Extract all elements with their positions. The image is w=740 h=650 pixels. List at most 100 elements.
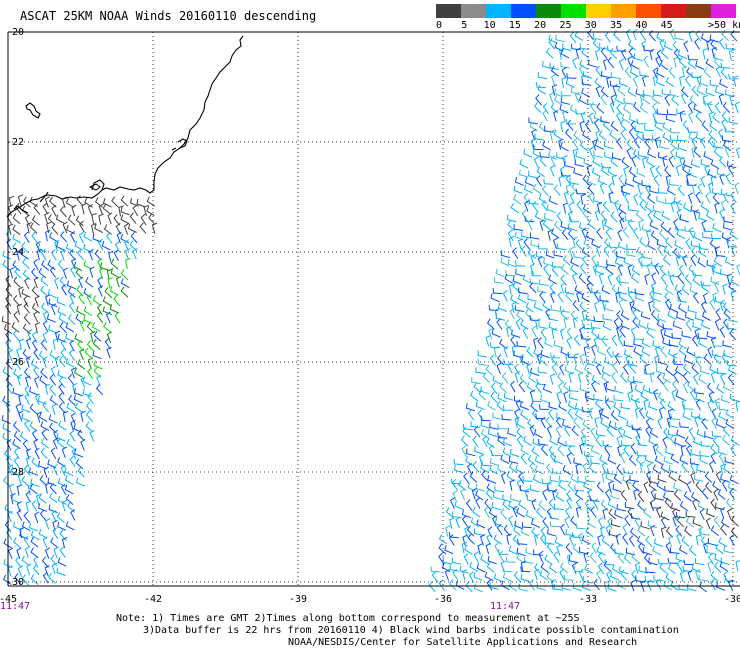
wind-barb-icon xyxy=(526,363,532,375)
wind-barb-icon xyxy=(559,568,565,581)
wind-barb-icon xyxy=(670,200,677,213)
wind-barb-icon xyxy=(502,572,512,582)
wind-barb-icon xyxy=(13,368,22,380)
wind-barb-icon xyxy=(55,214,65,224)
wind-barb-icon xyxy=(660,516,667,529)
wind-barb-icon xyxy=(96,374,102,387)
wind-barb-icon xyxy=(578,546,589,555)
wind-barb-icon xyxy=(6,382,13,395)
wind-barb-icon xyxy=(54,355,61,368)
wind-barb-icon xyxy=(557,437,567,447)
wind-barb-icon xyxy=(712,112,720,124)
wind-barb-icon xyxy=(475,483,486,492)
wind-barb-icon xyxy=(523,148,533,158)
wind-barb-icon xyxy=(92,339,101,350)
wind-barb-icon xyxy=(49,395,59,406)
wind-barb-icon xyxy=(579,353,585,366)
wind-barb-icon xyxy=(604,31,611,43)
wind-barb-icon xyxy=(623,97,634,105)
wind-barb-icon xyxy=(6,438,12,451)
wind-barb-icon xyxy=(696,86,706,96)
wind-barb-icon xyxy=(554,537,564,547)
wind-barb-icon xyxy=(106,331,112,344)
wind-barb-icon xyxy=(518,472,525,484)
wind-barb-icon xyxy=(593,316,604,323)
wind-barb-icon xyxy=(533,156,539,169)
wind-barb-icon xyxy=(52,338,59,350)
wind-barb-icon xyxy=(650,524,656,537)
wind-barb-icon xyxy=(617,426,624,438)
wind-barb-icon xyxy=(93,330,102,342)
wind-barb-icon xyxy=(623,104,632,115)
wind-barb-icon xyxy=(554,220,562,232)
wind-barb-icon xyxy=(645,470,652,483)
wind-barb-icon xyxy=(514,231,524,241)
wind-barb-icon xyxy=(651,93,661,105)
wind-barb-icon xyxy=(695,111,703,123)
wind-barb-icon xyxy=(698,581,707,593)
wind-barb-icon xyxy=(515,260,526,267)
wind-barb-icon xyxy=(444,569,451,581)
wind-barb-icon xyxy=(567,229,576,241)
wind-barb-icon xyxy=(502,499,511,511)
wind-barb-icon xyxy=(514,520,524,530)
wind-barb-icon xyxy=(660,346,668,358)
wind-barb-icon xyxy=(478,389,486,401)
wind-barb-icon xyxy=(537,255,543,268)
wind-barb-icon xyxy=(1,316,11,325)
wind-barb-icon xyxy=(634,384,644,395)
wind-barb-icon xyxy=(464,544,473,555)
wind-barb-icon xyxy=(546,481,552,493)
wind-barb-icon xyxy=(657,357,668,366)
wind-barb-icon xyxy=(727,164,734,176)
wind-barb-icon xyxy=(665,174,672,186)
wind-barb-icon xyxy=(589,495,600,502)
wind-barb-icon xyxy=(118,205,124,217)
wind-barb-icon xyxy=(711,47,717,59)
wind-barb-icon xyxy=(714,86,725,96)
wind-barb-icon xyxy=(620,371,628,383)
wind-barb-icon xyxy=(640,521,650,530)
wind-barb-icon xyxy=(656,108,667,116)
wind-barb-icon xyxy=(595,65,602,78)
wind-barb-icon xyxy=(40,275,49,287)
wind-barb-icon xyxy=(625,28,631,41)
wind-barb-icon xyxy=(495,313,506,321)
wind-barb-icon xyxy=(708,136,715,149)
wind-barb-icon xyxy=(670,453,679,464)
wind-barb-icon xyxy=(578,568,584,581)
wind-barb-icon xyxy=(630,326,636,339)
wind-barb-icon xyxy=(619,217,625,230)
wind-barb-icon xyxy=(40,438,49,449)
wind-barb-icon xyxy=(671,332,682,340)
wind-barb-icon xyxy=(567,210,574,223)
longitude-label: -33 xyxy=(579,594,597,605)
wind-barb-icon xyxy=(620,569,628,581)
wind-barb-icon xyxy=(502,447,512,458)
wind-barb-icon xyxy=(665,237,673,249)
wind-barb-icon xyxy=(636,246,645,258)
wind-barb-icon xyxy=(26,448,32,460)
wind-barb-icon xyxy=(67,214,76,226)
wind-barb-icon xyxy=(83,243,93,253)
legend-swatch xyxy=(461,4,486,18)
wind-barb-icon xyxy=(609,101,615,113)
wind-barb-icon xyxy=(713,147,722,158)
wind-barb-icon xyxy=(710,452,716,465)
wind-barb-icon xyxy=(700,201,710,212)
wind-barb-icon xyxy=(603,58,609,70)
wind-barb-icon xyxy=(600,526,606,538)
wind-barb-icon xyxy=(566,337,572,349)
wind-barb-icon xyxy=(607,583,617,592)
wind-barb-icon xyxy=(630,394,641,403)
wind-barb-icon xyxy=(669,303,679,313)
wind-barb-icon xyxy=(636,118,647,125)
wind-barb-icon xyxy=(509,448,520,458)
wind-barb-icon xyxy=(540,349,550,359)
wind-barb-icon xyxy=(531,396,542,403)
legend-swatch xyxy=(486,4,511,18)
wind-barb-icon xyxy=(630,380,636,393)
wind-barb-icon xyxy=(511,329,521,338)
wind-barb-icon xyxy=(148,213,156,225)
wind-barb-icon xyxy=(647,240,656,251)
